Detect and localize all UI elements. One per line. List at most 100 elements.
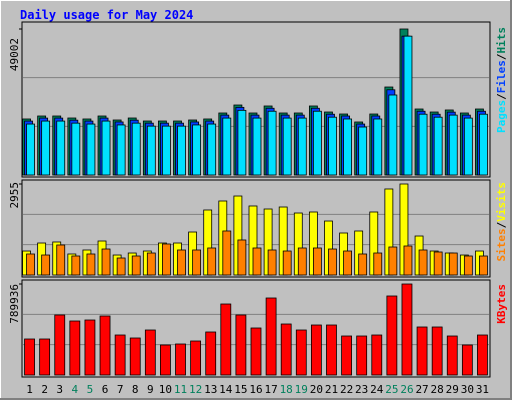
legend-separator: / bbox=[495, 53, 508, 60]
bar bbox=[220, 303, 232, 376]
x-tick-label: 17 bbox=[264, 383, 277, 396]
legend-entry: Visits bbox=[495, 182, 508, 222]
bar bbox=[282, 250, 292, 276]
bar bbox=[403, 35, 413, 176]
bar bbox=[252, 247, 262, 276]
legend-entry: KBytes bbox=[495, 284, 508, 324]
bar bbox=[341, 335, 352, 376]
x-tick-label: 26 bbox=[400, 383, 413, 396]
x-tick-label: 10 bbox=[159, 383, 172, 396]
bar bbox=[463, 255, 473, 276]
bar bbox=[71, 122, 81, 176]
legend-entry: Sites bbox=[495, 228, 508, 261]
bar bbox=[207, 123, 217, 176]
bar bbox=[401, 283, 413, 376]
bar bbox=[328, 248, 337, 276]
bar bbox=[86, 123, 96, 176]
bar bbox=[101, 248, 111, 276]
bar bbox=[446, 335, 458, 376]
bar bbox=[477, 334, 488, 376]
x-tick-label: 21 bbox=[325, 383, 338, 396]
bar bbox=[310, 324, 322, 376]
legend-separator: / bbox=[495, 221, 508, 228]
y-tick-label: 49002 bbox=[8, 38, 21, 71]
bar bbox=[222, 230, 232, 276]
bar bbox=[252, 117, 262, 176]
bar bbox=[114, 334, 126, 376]
x-tick-label: 30 bbox=[461, 383, 474, 396]
bar bbox=[267, 110, 277, 176]
bar bbox=[26, 123, 35, 176]
x-tick-label: 15 bbox=[234, 383, 247, 396]
x-tick-label: 22 bbox=[340, 383, 353, 396]
bar bbox=[282, 117, 292, 176]
x-tick-label: 31 bbox=[476, 383, 489, 396]
bar bbox=[101, 120, 111, 176]
bar bbox=[56, 120, 66, 176]
bar bbox=[448, 252, 458, 276]
x-tick-label: 13 bbox=[204, 383, 217, 396]
bar bbox=[160, 344, 171, 376]
bar bbox=[175, 343, 186, 376]
bar bbox=[131, 255, 141, 276]
bar bbox=[403, 245, 413, 276]
bar bbox=[326, 324, 337, 376]
bar bbox=[69, 320, 81, 376]
x-tick-label: 18 bbox=[280, 383, 293, 396]
bar bbox=[312, 110, 322, 176]
x-tick-label: 6 bbox=[102, 383, 109, 396]
bar bbox=[479, 113, 488, 176]
bar bbox=[343, 118, 352, 176]
bar bbox=[312, 247, 322, 276]
bar bbox=[373, 252, 383, 276]
bar bbox=[418, 113, 428, 176]
bar bbox=[131, 122, 141, 176]
legend: Pages/Files/Hits bbox=[495, 27, 508, 133]
legend-separator: / bbox=[495, 93, 508, 100]
bar bbox=[237, 109, 247, 176]
x-tick-label: 24 bbox=[370, 383, 384, 396]
x-tick-label: 2 bbox=[41, 383, 48, 396]
bar bbox=[373, 118, 383, 176]
bar bbox=[162, 243, 171, 276]
bar bbox=[162, 125, 171, 176]
bar bbox=[207, 247, 217, 276]
bar bbox=[26, 253, 35, 276]
legend-entry: Files bbox=[495, 60, 508, 93]
x-tick-label: 8 bbox=[132, 383, 139, 396]
bar bbox=[41, 120, 51, 176]
bar bbox=[328, 116, 337, 176]
bar bbox=[356, 335, 368, 376]
x-tick-label: 19 bbox=[295, 383, 308, 396]
bar bbox=[386, 295, 398, 376]
bar bbox=[71, 255, 81, 276]
bar bbox=[448, 114, 458, 176]
bar bbox=[250, 327, 262, 376]
chart-title: Daily usage for May 2024 bbox=[20, 8, 193, 22]
x-tick-label: 11 bbox=[174, 383, 187, 396]
bar bbox=[461, 344, 473, 376]
legend-entry: Hits bbox=[495, 27, 508, 54]
x-tick-label: 29 bbox=[446, 383, 459, 396]
bar bbox=[41, 254, 51, 276]
x-tick-label: 28 bbox=[431, 383, 444, 396]
bar bbox=[177, 249, 186, 276]
x-tick-label: 23 bbox=[355, 383, 368, 396]
bar bbox=[54, 314, 66, 376]
x-tick-label: 12 bbox=[189, 383, 202, 396]
x-tick-label: 14 bbox=[219, 383, 233, 396]
x-tick-label: 16 bbox=[249, 383, 262, 396]
bar bbox=[358, 253, 368, 276]
bar bbox=[431, 326, 443, 376]
x-tick-label: 5 bbox=[87, 383, 94, 396]
bar bbox=[39, 338, 51, 376]
bar bbox=[433, 116, 443, 176]
bar bbox=[433, 251, 443, 276]
bar bbox=[416, 326, 428, 376]
legend: Sites/Visits bbox=[495, 182, 508, 262]
bar bbox=[235, 314, 247, 376]
legend-entry: Pages bbox=[495, 100, 508, 133]
bar bbox=[418, 249, 428, 276]
